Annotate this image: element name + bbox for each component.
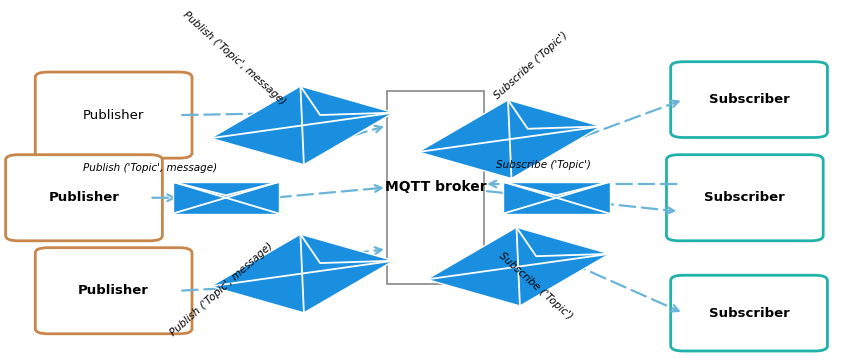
FancyBboxPatch shape [671,275,827,351]
FancyBboxPatch shape [36,248,192,334]
FancyArrowPatch shape [331,247,382,256]
FancyArrowPatch shape [481,122,488,130]
Text: Subscribe ('Topic'): Subscribe ('Topic') [496,250,574,321]
FancyArrowPatch shape [331,126,382,142]
FancyBboxPatch shape [671,62,827,138]
FancyArrowPatch shape [182,110,267,117]
FancyBboxPatch shape [173,182,280,214]
Text: Subscribe ('Topic'): Subscribe ('Topic') [496,160,591,170]
Polygon shape [211,234,394,313]
Polygon shape [418,100,601,179]
Text: Publish ('Topic', message): Publish ('Topic', message) [181,10,287,107]
Text: Publish ('Topic', message): Publish ('Topic', message) [82,164,217,174]
FancyArrowPatch shape [275,185,382,197]
Text: Subscriber: Subscriber [709,93,790,106]
FancyBboxPatch shape [503,182,609,214]
FancyBboxPatch shape [36,72,192,158]
FancyArrowPatch shape [485,252,493,280]
Polygon shape [211,86,394,165]
Text: Publisher: Publisher [48,191,120,204]
FancyArrowPatch shape [487,191,674,214]
FancyArrowPatch shape [182,283,267,291]
Text: Publish ('Topic', message): Publish ('Topic', message) [168,240,275,338]
FancyArrowPatch shape [542,101,678,152]
FancyArrowPatch shape [490,180,677,187]
FancyBboxPatch shape [6,155,162,241]
Text: Subscriber: Subscriber [705,191,785,204]
FancyArrowPatch shape [551,254,678,311]
Text: Publisher: Publisher [78,284,149,297]
FancyBboxPatch shape [666,155,823,241]
Polygon shape [427,227,609,306]
FancyArrowPatch shape [152,195,174,201]
Text: MQTT broker: MQTT broker [385,180,486,195]
Text: Subscriber: Subscriber [709,306,790,319]
Bar [387,91,484,284]
Text: Publisher: Publisher [83,109,144,122]
Text: Subscribe ('Topic'): Subscribe ('Topic') [492,30,570,101]
